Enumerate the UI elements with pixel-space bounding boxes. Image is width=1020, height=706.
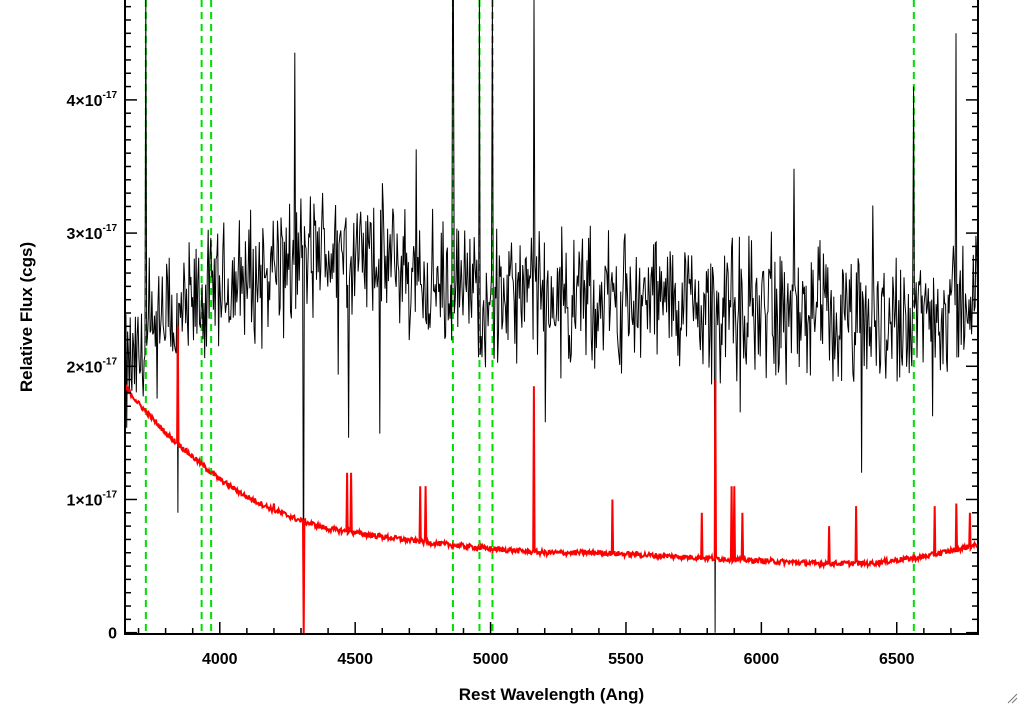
y-axis-label: Relative Flux (cgs) (17, 242, 36, 392)
series-line-observed (125, 0, 978, 633)
y-tick-label: 4×10-17 (67, 90, 118, 110)
x-tick-label: 4500 (337, 651, 373, 668)
x-tick-label: 4000 (202, 651, 238, 668)
series-layer (125, 0, 978, 634)
x-axis-label: Rest Wavelength (Ang) (459, 685, 644, 704)
x-axis-ticks: 4000 4500 5000 5500 6000 6500 (137, 622, 979, 668)
resize-grip-icon[interactable] (1004, 690, 1018, 704)
y-tick-label: 2×10-17 (67, 356, 118, 376)
x-tick-label: 6000 (744, 651, 780, 668)
x-tick-label: 5500 (608, 651, 644, 668)
x-tick-label: 6500 (879, 651, 915, 668)
series-line-error (125, 326, 978, 634)
y-tick-label: 0 (108, 626, 117, 643)
plot-frame (124, 0, 979, 635)
y-tick-label: 1×10-17 (67, 489, 118, 509)
x-tick-label: 5000 (473, 651, 509, 668)
reference-lines (144, 0, 915, 634)
y-tick-label: 3×10-17 (67, 223, 118, 243)
